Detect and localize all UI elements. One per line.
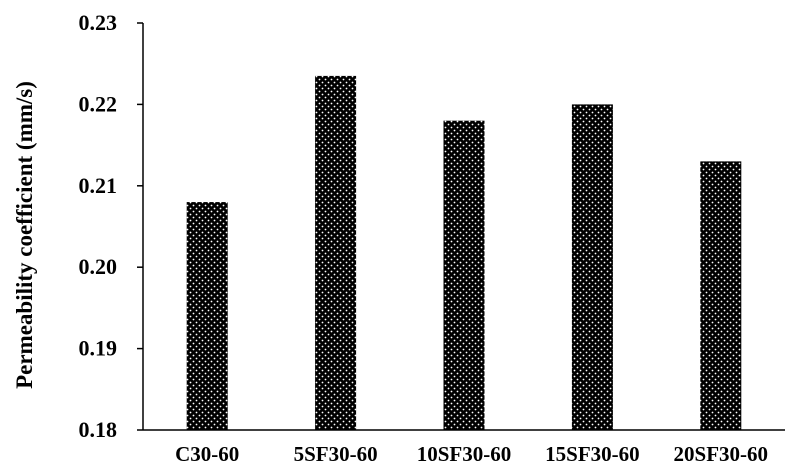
y-axis-title: Permeability coefficient (mm/s) (12, 81, 37, 389)
y-tick-label: 0.19 (79, 336, 118, 361)
y-ticks-group: 0.18 0.19 0.20 0.21 0.22 0.23 (79, 10, 143, 442)
y-tick-label: 0.23 (79, 10, 118, 35)
bar-20sf30-60 (700, 161, 742, 430)
x-category-label: 5SF30-60 (294, 442, 378, 466)
x-category-label: C30-60 (175, 442, 239, 466)
y-tick-label: 0.20 (79, 254, 118, 279)
bar-c30-60 (186, 202, 228, 430)
x-category-label: 20SF30-60 (674, 442, 769, 466)
bar-10sf30-60 (443, 120, 485, 431)
bar-5sf30-60 (315, 75, 357, 430)
y-tick-label: 0.18 (79, 417, 118, 442)
axes-group (142, 23, 785, 431)
bar-15sf30-60 (571, 104, 613, 431)
bars-group (186, 75, 742, 431)
y-tick-label: 0.21 (79, 173, 118, 198)
x-labels-group: C30-60 5SF30-60 10SF30-60 15SF30-60 20SF30-6… (175, 442, 768, 466)
x-category-label: 10SF30-60 (417, 442, 512, 466)
x-category-label: 15SF30-60 (545, 442, 640, 466)
y-tick-label: 0.22 (79, 91, 118, 116)
